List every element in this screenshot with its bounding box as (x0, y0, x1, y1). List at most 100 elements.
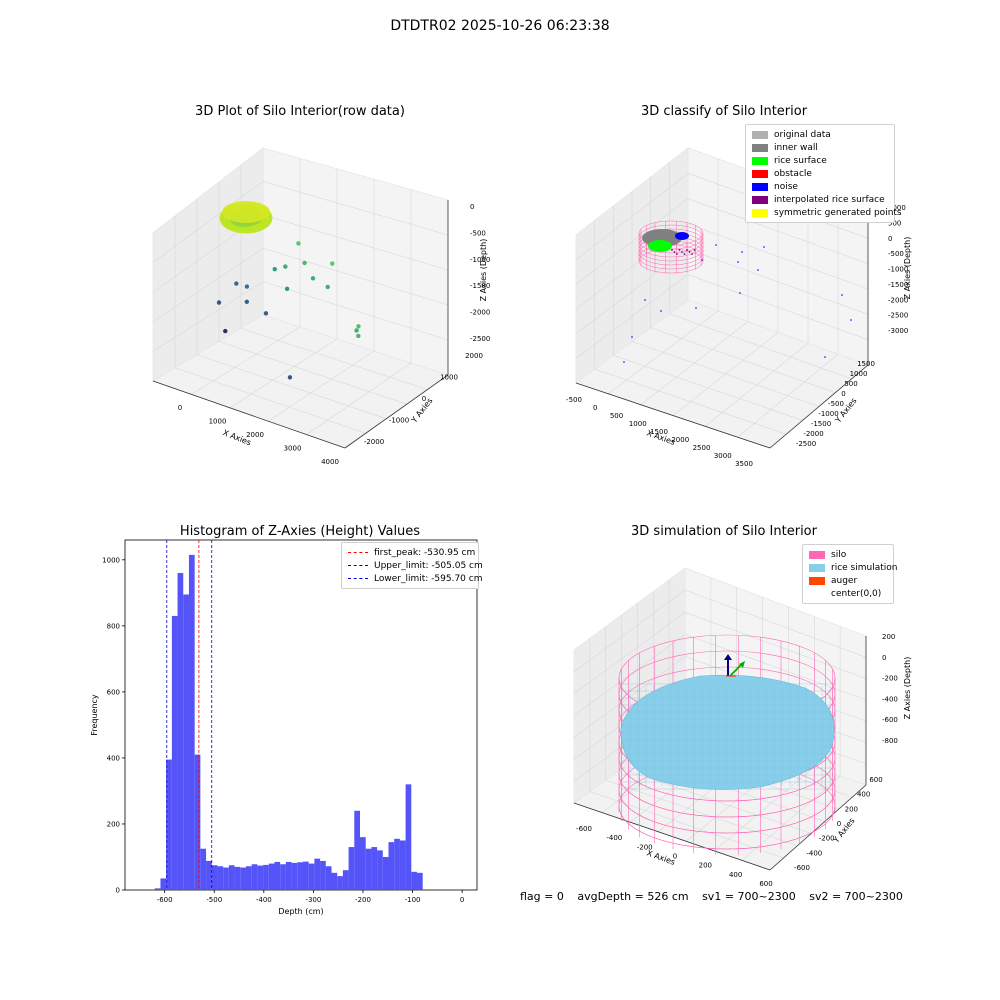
histogram-bar (308, 863, 315, 890)
histogram-title: Histogram of Z-Axies (Height) Values (179, 524, 421, 539)
grid-line (191, 326, 301, 395)
histogram-bar (228, 865, 235, 890)
histogram-bar (274, 861, 281, 890)
data-point (283, 264, 288, 269)
silo-front-ring (618, 773, 836, 818)
data-point (310, 276, 316, 281)
legend-label: obstacle (774, 168, 812, 179)
x-tick-label: -500 (566, 396, 582, 404)
histogram-bar (314, 858, 321, 890)
surface-top (222, 201, 270, 223)
z-axis-label: Z Axies (Depth) (903, 657, 912, 720)
noise-point (741, 251, 743, 253)
y-tick-label: 800 (107, 622, 120, 630)
histogram-bar (251, 864, 258, 890)
noise-point (623, 361, 625, 363)
legend-swatch (752, 143, 768, 152)
y-tick-label: -1000 (389, 417, 409, 425)
histogram-bar (223, 867, 229, 890)
legend-label: first_peak: -530.95 cm (374, 547, 476, 558)
grid-line (152, 181, 264, 263)
z-tick-label: -500 (470, 229, 486, 237)
noise-point (715, 244, 717, 246)
grid-line (196, 354, 387, 420)
legend-label: Upper_limit: -505.05 cm (374, 560, 483, 571)
interpolated-point (691, 253, 693, 255)
x-tick-label: -200 (637, 843, 653, 851)
legend-item: inner wall (752, 141, 888, 154)
x-tick-label: 3000 (284, 445, 302, 453)
grid-line (152, 281, 264, 352)
grid-line (152, 247, 264, 323)
legend-label: center(0,0) (831, 588, 882, 599)
z-tick-label: -400 (882, 695, 898, 703)
y-tick-label: -500 (828, 400, 844, 408)
histogram-bar (365, 848, 372, 890)
histogram-bar (297, 862, 303, 890)
data-point (356, 324, 361, 329)
silo-front-ring (618, 757, 836, 802)
z-tick-label: -2000 (470, 309, 490, 317)
histogram-bar (268, 863, 275, 890)
z-tick-label: -200 (882, 675, 898, 683)
histogram-bar (263, 864, 269, 890)
grid-line (306, 362, 412, 435)
y-tick-label: -2000 (803, 430, 823, 438)
noise-point (739, 292, 741, 294)
classify-legend: original data inner wall rice surface ob… (745, 124, 902, 223)
flag-text: flag = 0 (520, 890, 564, 903)
histogram-bar (399, 840, 406, 890)
x-tick-label: -600 (157, 896, 173, 904)
x-tick-label: -500 (206, 896, 222, 904)
grid-line (240, 327, 428, 390)
legend-label: original data (774, 129, 831, 140)
x-tick-label: 0 (178, 404, 182, 412)
grid-line (684, 634, 867, 701)
legend-swatch (809, 576, 825, 585)
raw-data-3d-plot: 0 1000 2000 3000 4000 -2000 -1000 0 1000 2000 0 -50… (152, 147, 490, 466)
legend-item: Upper_limit: -505.05 cm (348, 559, 483, 572)
legend-label: interpolated rice surface (774, 194, 885, 205)
y-tick-label: 0 (422, 395, 426, 403)
y-tick-label: 600 (869, 776, 882, 784)
grid-line (218, 341, 407, 405)
avg-depth-text: avgDepth = 526 cm (577, 890, 689, 903)
histogram-bar (354, 810, 360, 890)
data-point (356, 333, 361, 339)
grid-line (262, 214, 449, 271)
grid-line (575, 173, 689, 260)
y-tick-label: 0 (837, 820, 841, 828)
histogram-legend: first_peak: -530.95 cm Upper_limit: -505… (341, 542, 483, 589)
status-footer: flag = 0 avgDepth = 526 cm sv1 = 700~230… (520, 890, 913, 903)
histogram-bar (160, 878, 167, 890)
rice-simulation-surface (620, 674, 835, 790)
grid-line (268, 350, 375, 422)
histogram-bar (331, 872, 338, 890)
legend-line (348, 552, 368, 553)
raw-plot-title: 3D Plot of Silo Interior(row data) (195, 104, 405, 119)
histogram-bar (257, 865, 264, 890)
x-tick-label: 600 (759, 880, 772, 888)
z-tick-label: 1000 (888, 204, 906, 212)
histogram-bar (320, 860, 326, 890)
interpolated-point (686, 249, 688, 251)
histogram-bar (337, 876, 343, 890)
x-tick-label: -300 (305, 896, 321, 904)
silo-front-ring (618, 789, 836, 834)
grid-line (229, 338, 338, 409)
interpolated-point (693, 249, 696, 251)
x-axis-line (152, 380, 346, 449)
legend-swatch (809, 563, 825, 572)
z-axis-label: Z Axies (Depth) (479, 239, 488, 302)
interpolated-point (683, 253, 686, 255)
legend-item: center(0,0) (809, 587, 887, 600)
x-tick-label: -200 (355, 896, 371, 904)
legend-item: noise (752, 180, 888, 193)
z-tick-label: -800 (882, 737, 898, 745)
legend-item: symmetric generated points (752, 206, 902, 219)
noise-point (763, 246, 765, 248)
legend-label: auger (831, 575, 858, 586)
histogram-bar (285, 861, 292, 890)
histogram-bar (240, 867, 246, 890)
